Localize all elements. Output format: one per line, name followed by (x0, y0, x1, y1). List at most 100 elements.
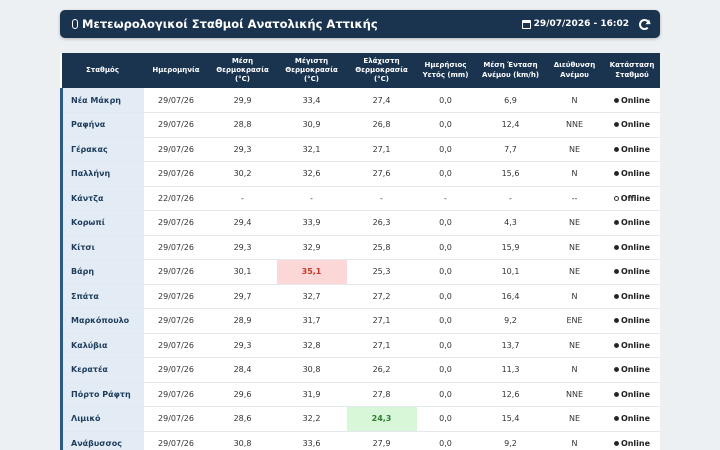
status-text: Online (620, 267, 651, 277)
station-name-cell[interactable]: Ανάβυσσος (60, 431, 144, 450)
min-temp-cell: 25,3 (346, 259, 417, 285)
min-temp-cell: 27,1 (346, 137, 417, 162)
max-temp-cell: - (276, 186, 347, 211)
station-name-cell[interactable]: Βάρη (60, 259, 144, 285)
avg-temp-cell: 30,1 (208, 259, 277, 285)
wind-cell: 13,7 (474, 333, 547, 358)
station-name-cell[interactable]: Κίτσι (60, 235, 144, 260)
avg-temp-cell: 28,8 (208, 112, 277, 138)
station-name-cell[interactable]: Κερατέα (60, 357, 144, 383)
rain-cell: 0,0 (416, 137, 475, 162)
table-row[interactable]: Κερατέα 29/07/26 28,4 30,8 26,2 0,0 11,3 N Onlin… (60, 357, 660, 383)
table-row[interactable]: Ανάβυσσος 29/07/26 30,8 33,6 27,9 0,0 9,2 N Onli… (60, 431, 660, 450)
status-dot-icon (613, 318, 619, 324)
station-name-cell[interactable]: Κάντζα (60, 186, 144, 211)
page-title: Μετεωρολογικοί Σταθμοί Ανατολικής Αττική… (72, 17, 378, 31)
station-name-cell[interactable]: Ραφήνα (60, 112, 144, 138)
wind-cell: 15,6 (474, 161, 547, 187)
station-name-cell[interactable]: Σπάτα (60, 284, 144, 309)
table-row[interactable]: Παλλήνη 29/07/26 30,2 32,6 27,6 0,0 15,6 N Onlin… (60, 161, 660, 187)
status-dot-icon (613, 440, 619, 446)
wind-cell: 9,2 (474, 431, 547, 450)
status-dot-icon (613, 293, 619, 299)
min-temp-cell: 27,2 (346, 284, 417, 309)
status-dot-icon (613, 244, 619, 250)
station-name-cell[interactable]: Γέρακας (60, 137, 144, 162)
wind-cell: 12,4 (474, 112, 547, 138)
status-dot-icon (613, 146, 619, 152)
col-header-wind-dir[interactable]: Διεύθυνση Ανέμου (546, 53, 603, 88)
max-temp-cell: 32,2 (276, 406, 347, 432)
table-row[interactable]: Καλύβια 29/07/26 29,3 32,8 27,1 0,0 13,7 NE Onli… (60, 333, 660, 358)
min-temp-cell: 24,3 (346, 406, 417, 432)
table-row[interactable]: Κάντζα 22/07/26- - - - - -- Offline (60, 186, 660, 211)
date-cell: 29/07/26 (143, 235, 209, 260)
max-temp-cell: 31,7 (276, 308, 347, 334)
col-header-max-temp[interactable]: Μέγιστη Θερμοκρασία (°C) (276, 53, 347, 88)
avg-temp-cell: 29,9 (208, 88, 277, 113)
col-header-avg-temp[interactable]: Μέση Θερμοκρασία (°C) (208, 53, 277, 88)
table-row[interactable]: Νέα Μάκρη 29/07/26 29,9 33,4 27,4 0,0 6,9 N Onli… (60, 88, 660, 113)
table-row[interactable]: Μαρκόπουλο 29/07/26 28,9 31,7 27,1 0,0 9,2 ENE O… (60, 308, 660, 334)
wind-cell: 11,3 (474, 357, 547, 383)
wind-dir-cell: NE (546, 406, 603, 432)
max-temp-cell: 30,8 (276, 357, 347, 383)
stations-table-container[interactable]: Σταθμός Ημερομηνία Μέση Θερμοκρασία (°C)… (60, 53, 660, 450)
col-header-station[interactable]: Σταθμός (61, 53, 144, 88)
status-text: Online (620, 389, 651, 399)
max-temp-cell: 31,9 (276, 382, 347, 407)
table-row[interactable]: Πόρτο Ράφτη 29/07/26 29,6 31,9 27,8 0,0 12,6 NN… (60, 382, 660, 407)
station-name-cell[interactable]: Πόρτο Ράφτη (60, 382, 144, 407)
max-temp-cell: 33,4 (276, 88, 347, 113)
refresh-icon[interactable] (639, 18, 650, 30)
station-name-cell[interactable]: Παλλήνη (60, 161, 144, 187)
col-header-min-temp[interactable]: Ελάχιστη Θερμοκρασία (°C) (346, 53, 417, 88)
col-header-rain[interactable]: Ημερήσιος Υετός (mm) (416, 53, 475, 88)
avg-temp-cell: - (208, 186, 277, 211)
wind-cell: - (474, 186, 547, 211)
wind-dir-cell: N (546, 357, 603, 383)
max-temp-cell: 32,7 (276, 284, 347, 309)
station-name-cell[interactable]: Κορωπί (60, 210, 144, 236)
col-header-date[interactable]: Ημερομηνία (143, 53, 209, 88)
station-name-cell[interactable]: Νέα Μάκρη (60, 88, 144, 113)
station-name-cell[interactable]: Μαρκόπουλο (60, 308, 144, 334)
wind-dir-cell: ENE (546, 308, 603, 334)
min-temp-cell: 27,4 (346, 88, 417, 113)
status-text: Online (620, 144, 651, 154)
rain-cell: 0,0 (416, 259, 475, 285)
status-cell: Online (602, 308, 660, 334)
avg-temp-cell: 29,3 (208, 137, 277, 162)
status-cell: Online (602, 357, 660, 383)
wind-dir-cell: N (546, 88, 603, 113)
status-cell: Online (602, 88, 660, 113)
status-dot-icon (613, 269, 619, 275)
station-name-cell[interactable]: Λιμικό (60, 406, 144, 432)
col-header-status[interactable]: Κατάσταση Σταθμού (602, 53, 660, 88)
table-row[interactable]: Βάρη 29/07/26 30,1 35,1 25,3 0,0 10,1 NE Online (60, 259, 660, 285)
rain-cell: 0,0 (416, 161, 475, 187)
min-temp-cell: - (346, 186, 417, 211)
col-header-wind[interactable]: Μέση Ένταση Ανέμου (km/h) (474, 53, 547, 88)
max-temp-cell: 35,1 (276, 259, 347, 285)
rain-cell: 0,0 (416, 112, 475, 138)
rain-cell: 0,0 (416, 333, 475, 358)
station-name-cell[interactable]: Καλύβια (60, 333, 144, 358)
status-cell: Online (602, 406, 660, 432)
rain-cell: 0,0 (416, 284, 475, 309)
table-row[interactable]: Γέρακας 29/07/26 29,3 32,1 27,1 0,0 7,7 NE Onlin… (60, 137, 660, 162)
rain-cell: - (416, 186, 475, 211)
rain-cell: 0,0 (416, 88, 475, 113)
status-cell: Online (602, 382, 660, 407)
status-dot-icon (613, 220, 619, 226)
table-row[interactable]: Κορωπί 29/07/26 29,4 33,9 26,3 0,0 4,3 NE Online (60, 210, 660, 236)
status-dot-icon (613, 122, 619, 128)
wind-dir-cell: N (546, 161, 603, 187)
wind-dir-cell: NE (546, 235, 603, 260)
table-row[interactable]: Κίτσι 29/07/26 29,3 32,9 25,8 0,0 15,9 NE Online (60, 235, 660, 260)
wind-dir-cell: NE (546, 259, 603, 285)
wind-cell: 9,2 (474, 308, 547, 334)
table-row[interactable]: Σπάτα 29/07/26 29,7 32,7 27,2 0,0 16,4 N Online (60, 284, 660, 309)
table-row[interactable]: Ραφήνα 29/07/26 28,8 30,9 26,8 0,0 12,4 NNE Onli… (60, 112, 660, 138)
table-row[interactable]: Λιμικό 29/07/26 28,6 32,2 24,3 0,0 15,4 NE Onlin… (60, 406, 660, 432)
